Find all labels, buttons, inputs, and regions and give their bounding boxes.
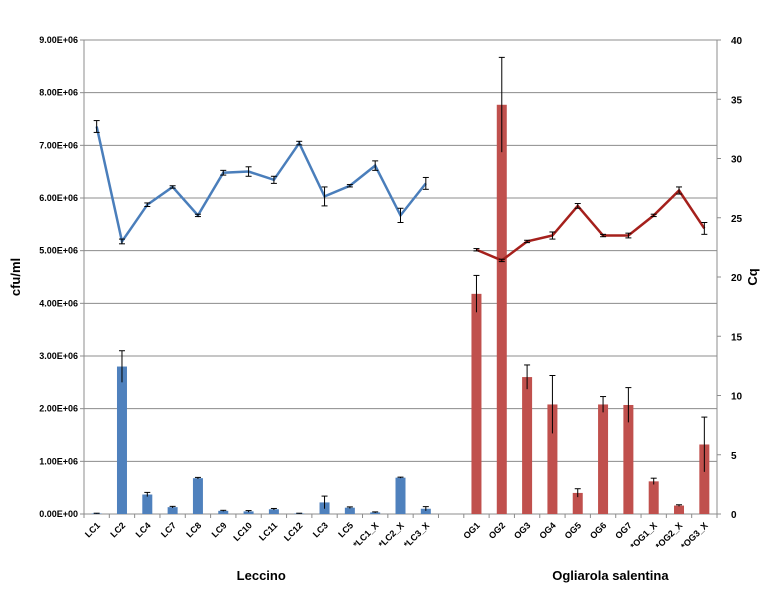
y-tick-label: 1.00E+06 <box>39 456 78 466</box>
y-tick-label: 8.00E+06 <box>39 88 78 98</box>
bar <box>496 104 507 514</box>
bar <box>471 293 482 514</box>
y-tick-label: 5.00E+06 <box>39 246 78 256</box>
x-tick-label: LC1 <box>83 520 102 539</box>
y-tick-label: 2.00E+06 <box>39 404 78 414</box>
y2-tick-label: 0 <box>731 510 737 521</box>
group-label: Leccino <box>237 568 286 583</box>
y-tick-label: 4.00E+06 <box>39 298 78 308</box>
bar <box>547 404 558 514</box>
y2-axis-title: Cq <box>745 268 760 285</box>
bar <box>420 508 431 514</box>
x-tick-label: LC12 <box>282 520 305 543</box>
bar <box>116 366 127 514</box>
y2-tick-label: 5 <box>731 451 737 462</box>
x-tick-label: LC2 <box>108 520 127 539</box>
x-tick-label: OG5 <box>563 520 584 541</box>
y-tick-label: 9.00E+06 <box>39 35 78 45</box>
bar <box>674 505 685 514</box>
y2-tick-label: 35 <box>731 95 743 106</box>
bar <box>370 512 381 514</box>
x-tick-label: LC4 <box>134 520 153 539</box>
x-tick-label: *OG1_X <box>628 520 659 551</box>
cq-line <box>95 126 427 245</box>
bar <box>218 510 229 514</box>
bar <box>648 481 659 514</box>
x-tick-label: LC9 <box>210 520 229 539</box>
x-tick-label: LC10 <box>231 520 254 543</box>
bar <box>395 477 406 514</box>
y2-tick-label: 10 <box>731 392 743 403</box>
y-axis-title: cfu/ml <box>8 258 23 296</box>
y-tick-label: 7.00E+06 <box>39 140 78 150</box>
x-tick-label: LC3 <box>311 520 330 539</box>
y2-tick-label: 40 <box>731 36 743 47</box>
bar <box>598 404 609 514</box>
group-label: Ogliarola salentina <box>552 568 669 583</box>
cq-line <box>475 188 706 262</box>
bar <box>243 511 254 514</box>
y2-tick-label: 15 <box>731 332 743 343</box>
x-tick-label: LC7 <box>159 520 178 539</box>
x-tick-label: *OG2_X <box>654 520 685 551</box>
bar <box>572 492 583 514</box>
x-tick-label: LC11 <box>257 520 279 542</box>
x-tick-label: OG6 <box>588 520 609 541</box>
x-tick-label: *LC2_X <box>377 520 406 549</box>
bar <box>142 494 153 514</box>
y-tick-label: 3.00E+06 <box>39 351 78 361</box>
bar <box>699 444 710 514</box>
x-tick-label: OG2 <box>487 520 508 541</box>
y-tick-label: 6.00E+06 <box>39 193 78 203</box>
bar <box>623 404 634 514</box>
x-tick-label: OG7 <box>613 520 634 541</box>
y2-tick-label: 25 <box>731 214 743 225</box>
bar <box>192 478 203 514</box>
x-tick-label: LC8 <box>184 520 203 539</box>
y2-tick-label: 20 <box>731 273 743 284</box>
x-tick-label: OG1 <box>461 520 482 541</box>
bar <box>167 507 178 514</box>
y-tick-label: 0.00E+00 <box>39 509 78 519</box>
x-tick-label: LC5 <box>336 520 355 539</box>
x-tick-label: OG4 <box>537 520 558 541</box>
y2-tick-label: 30 <box>731 155 743 166</box>
bar <box>522 377 533 514</box>
x-tick-label: *LC1_X <box>351 520 380 549</box>
bar <box>344 507 355 514</box>
x-tick-label: *LC3_X <box>402 520 431 549</box>
x-tick-label: OG3 <box>512 520 533 541</box>
bar <box>268 509 279 514</box>
x-tick-label: *OG3_X <box>679 520 710 551</box>
